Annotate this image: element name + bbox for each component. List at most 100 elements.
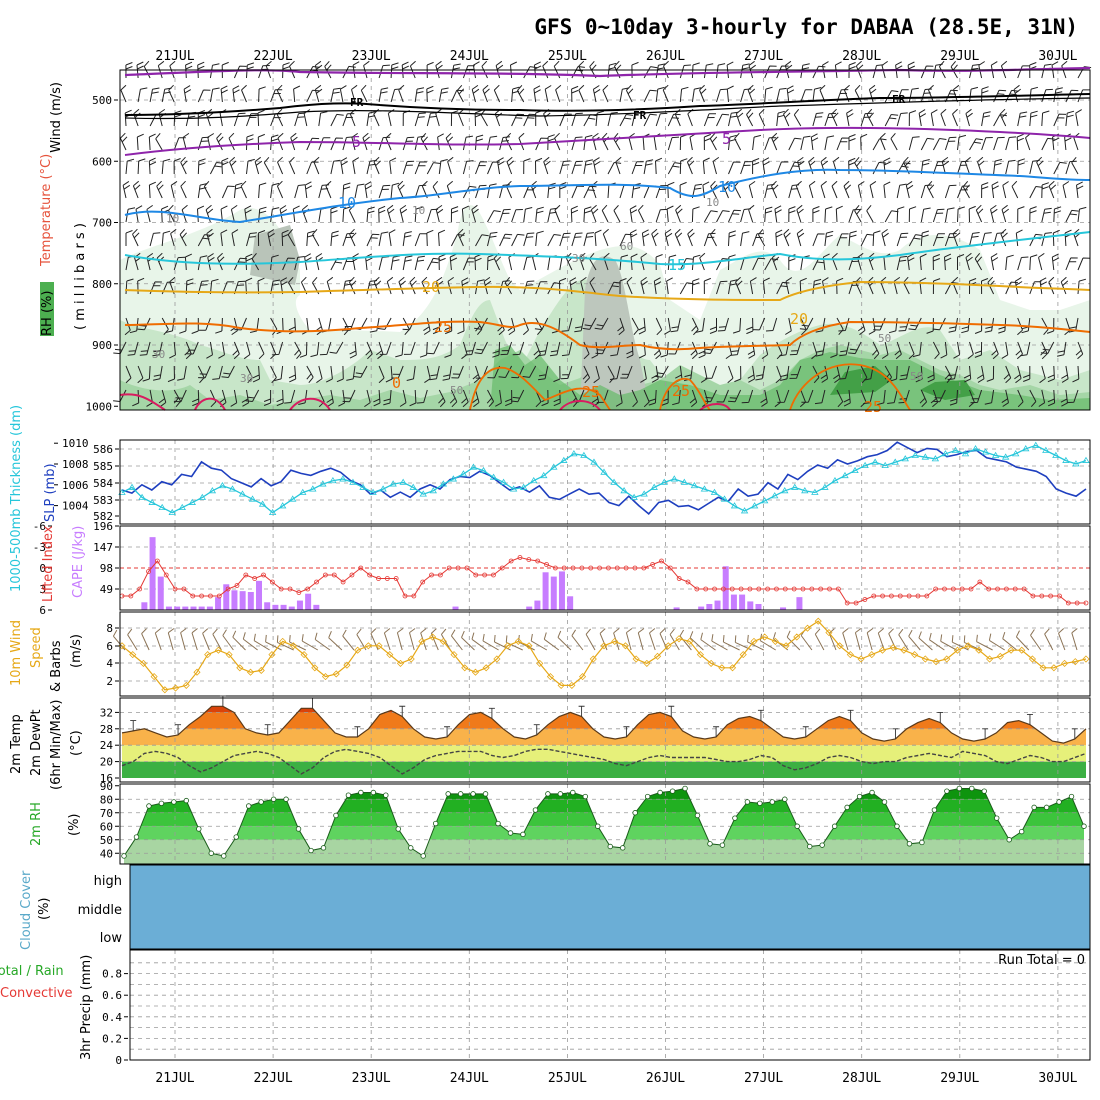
barb-u-78-4 — [1065, 160, 1077, 175]
barb-u-64-13 — [887, 389, 898, 404]
barb-u-24-6 — [414, 206, 423, 223]
barb-u-78-8 — [1065, 257, 1078, 271]
t5-label-1: 5 — [352, 133, 361, 151]
barb-u-0-7 — [125, 230, 133, 246]
wind-marker-38 — [525, 642, 533, 650]
barb-u-49-4 — [712, 156, 720, 175]
barb-u-1-0 — [136, 61, 144, 79]
li-marker-42 — [491, 572, 496, 578]
thickness-marker-24 — [359, 483, 367, 490]
barb-u-22-0 — [390, 62, 399, 79]
barb-u-8-5 — [221, 185, 235, 199]
barb-u-57-2 — [812, 112, 824, 127]
cape-frame — [119, 525, 1091, 611]
barb-u-51-2 — [735, 108, 744, 127]
barb-u-23-12 — [391, 365, 404, 379]
barb-u-71-11 — [974, 341, 983, 358]
barb-u-54-12 — [775, 365, 782, 384]
barb-u-67-13 — [930, 389, 939, 408]
barb-u-65-7 — [908, 234, 923, 247]
barb-u-53-9 — [762, 277, 770, 295]
barb-u-8-3 — [216, 132, 224, 151]
li-marker-16 — [261, 572, 266, 578]
barb-u-76-4 — [1036, 156, 1044, 175]
thickness-marker-91 — [1032, 441, 1040, 448]
temp-band-0 — [122, 761, 1086, 778]
cape-bar-67 — [673, 607, 680, 610]
thickness-marker-10 — [218, 481, 227, 489]
barb-u-43-7 — [641, 229, 650, 247]
barb10-23 — [396, 628, 404, 651]
rh-marker-21 — [383, 792, 389, 798]
barb10-56 — [786, 630, 801, 651]
temp-range-49 — [668, 705, 675, 717]
li-marker-21 — [305, 586, 311, 592]
thickness-marker-4 — [158, 503, 166, 510]
barb-u-14-11 — [294, 341, 302, 360]
barb-u-29-3 — [475, 134, 484, 151]
barb-u-58-6 — [824, 206, 833, 223]
thickness-marker-30 — [419, 490, 427, 497]
barb-u-23-5 — [397, 180, 405, 199]
temp-range-33 — [488, 707, 495, 719]
barb-u-58-12 — [820, 365, 829, 383]
rh-marker-31 — [507, 830, 514, 836]
li-marker-60 — [650, 562, 656, 567]
barb-u-37-5 — [571, 185, 585, 199]
barb-u-60-11 — [839, 341, 850, 357]
barb-u-71-6 — [975, 204, 984, 223]
cape-bar-50 — [534, 600, 541, 610]
barb-u-7-1 — [209, 87, 220, 103]
wind-marker-44 — [589, 655, 597, 663]
li-marker-10 — [208, 593, 213, 599]
barb-u-1-7 — [132, 228, 140, 247]
date-bottom-28JUL: 28JUL — [842, 1071, 881, 1086]
barb-u-38-12 — [582, 365, 591, 384]
temp-range-65 — [847, 709, 854, 721]
isotherm-10 — [124, 168, 1091, 224]
barb-u-15-11 — [299, 341, 308, 358]
barb-u-39-5 — [591, 180, 598, 199]
li-marker-92 — [933, 586, 939, 592]
barb-u-7-3 — [207, 133, 215, 151]
barb-u-58-4 — [820, 156, 829, 175]
barb-u-19-4 — [352, 157, 360, 175]
temp-range-21 — [354, 726, 361, 737]
barb-u-15-4 — [306, 161, 319, 175]
barb-u-14-12 — [288, 365, 297, 383]
li-marker-3 — [146, 569, 151, 574]
thickness-marker-69 — [811, 488, 819, 495]
thickness-marker-64 — [760, 497, 769, 504]
barb-u-8-4 — [221, 157, 229, 175]
barb-u-27-6 — [450, 206, 459, 223]
thickness-marker-62 — [740, 507, 749, 514]
thickness-marker-94 — [1062, 456, 1070, 463]
barb-u-59-2 — [831, 108, 839, 127]
thickness-marker-53 — [650, 483, 658, 490]
li-marker-77 — [800, 586, 806, 592]
barb-u-64-12 — [889, 365, 898, 382]
barb-u-6-12 — [197, 365, 205, 384]
barb-u-6-4 — [197, 158, 206, 175]
rh-ytick-70: 70 — [100, 807, 113, 820]
li-ytick-6: 6 — [39, 604, 46, 617]
barb-u-27-4 — [447, 156, 454, 175]
rh-marker-55 — [807, 843, 813, 850]
barb-u-78-12 — [1061, 365, 1069, 383]
wind-marker-53 — [686, 637, 694, 645]
barb-u-64-3 — [890, 132, 898, 151]
thickness-marker-66 — [781, 487, 789, 494]
barb-u-45-2 — [667, 113, 681, 127]
barb-u-51-10 — [732, 317, 742, 334]
barb-u-79-1 — [1077, 89, 1090, 103]
barb-u-26-1 — [438, 87, 449, 103]
barb-u-1-3 — [136, 133, 144, 151]
wind-marker-87 — [1050, 664, 1058, 672]
thickness-marker-48 — [600, 468, 608, 475]
barb-u-73-0 — [1000, 60, 1008, 79]
barb-u-48-0 — [703, 63, 714, 79]
thickness-marker-56 — [680, 478, 689, 485]
barb-u-59-7 — [836, 233, 849, 247]
